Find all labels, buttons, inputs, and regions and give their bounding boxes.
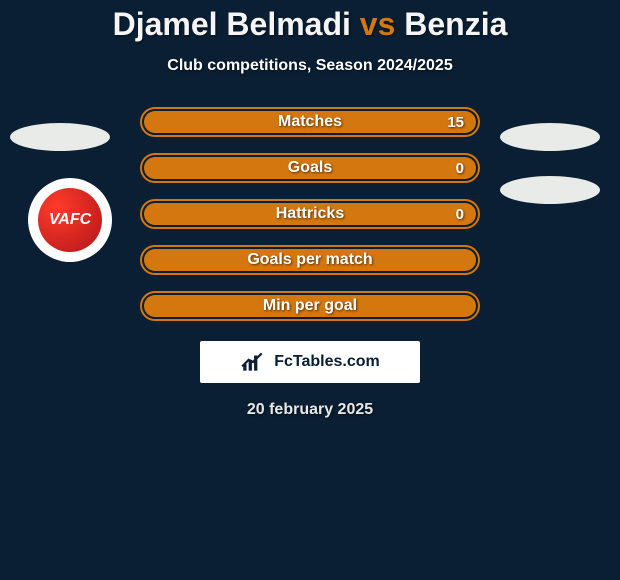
stat-bar-hattricks: Hattricks 0 <box>140 199 480 229</box>
stat-value: 15 <box>447 114 464 131</box>
flag-placeholder-right-2 <box>500 176 600 204</box>
stat-bars: Matches 15 Goals 0 Hattricks 0 Goals per… <box>140 107 480 321</box>
vafc-badge: VAFC <box>38 188 102 252</box>
stat-bar-min-per-goal: Min per goal <box>140 291 480 321</box>
stat-value: 0 <box>456 160 464 177</box>
flag-placeholder-left-1 <box>10 123 110 151</box>
stat-label: Goals <box>288 159 332 177</box>
stat-label: Matches <box>278 113 342 131</box>
stat-label: Hattricks <box>276 205 344 223</box>
page-title: Djamel Belmadi vs Benzia <box>0 0 620 43</box>
stat-value: 0 <box>456 206 464 223</box>
brand-badge[interactable]: FcTables.com <box>200 341 420 383</box>
stat-bar-goals: Goals 0 <box>140 153 480 183</box>
stat-bar-matches: Matches 15 <box>140 107 480 137</box>
stat-bar-goals-per-match: Goals per match <box>140 245 480 275</box>
chart-bars-icon <box>240 351 266 373</box>
flag-placeholder-right-1 <box>500 123 600 151</box>
brand-text: FcTables.com <box>274 353 380 371</box>
date-text: 20 february 2025 <box>0 401 620 419</box>
player2-name: Benzia <box>404 6 507 42</box>
vs-word: vs <box>360 6 396 42</box>
stat-label: Goals per match <box>247 251 372 269</box>
stat-label: Min per goal <box>263 297 357 315</box>
player1-name: Djamel Belmadi <box>113 6 351 42</box>
subtitle: Club competitions, Season 2024/2025 <box>0 57 620 75</box>
club-logo-left: VAFC <box>28 178 112 262</box>
